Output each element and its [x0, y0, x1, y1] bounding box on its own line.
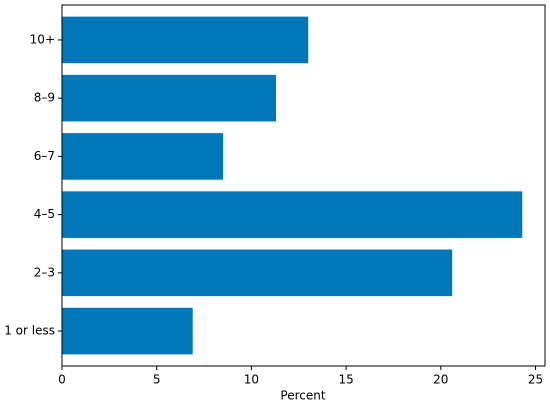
y-tick-label: 10+ [30, 32, 55, 46]
plot-frame [61, 4, 546, 367]
x-tick-label: 5 [153, 373, 161, 387]
bar [62, 133, 223, 180]
bar [62, 191, 523, 238]
bar [62, 74, 277, 122]
x-tick-label: 10 [244, 373, 259, 387]
x-tick-label: 15 [338, 373, 353, 387]
y-tick-label: 4–5 [34, 207, 55, 221]
bar [62, 16, 309, 64]
bar [62, 307, 193, 355]
x-tick-label: 20 [433, 373, 448, 387]
y-tick-label: 8–9 [34, 91, 55, 105]
x-tick-label: 25 [528, 373, 543, 387]
y-tick-label: 6–7 [34, 149, 55, 163]
y-tick-label: 1 or less [4, 324, 55, 338]
y-tick-label: 2–3 [34, 265, 55, 279]
bar [62, 249, 453, 297]
x-tick-label: 0 [58, 373, 66, 387]
x-axis-label: Percent [280, 389, 325, 403]
